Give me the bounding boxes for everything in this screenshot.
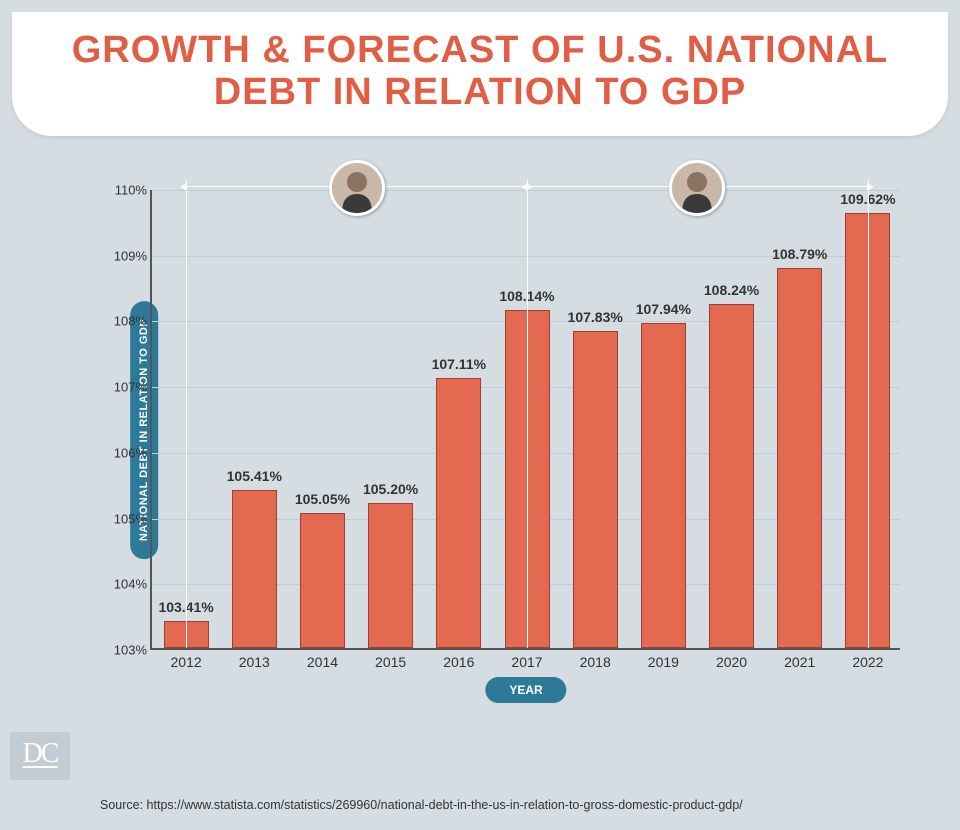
- term-divider: [527, 180, 528, 648]
- bar-value-label: 108.24%: [704, 282, 759, 298]
- x-tick: 2015: [375, 654, 406, 670]
- x-axis-label: YEAR: [485, 677, 566, 703]
- source-citation: Source: https://www.statista.com/statist…: [100, 798, 743, 812]
- y-tick: 105%: [102, 511, 147, 526]
- bar: [709, 304, 754, 648]
- bar: [436, 378, 481, 648]
- x-tick: 2022: [852, 654, 883, 670]
- x-tick: 2019: [648, 654, 679, 670]
- bar-value-label: 105.05%: [295, 491, 350, 507]
- x-tick: 2014: [307, 654, 338, 670]
- y-tick: 107%: [102, 380, 147, 395]
- x-tick: 2016: [443, 654, 474, 670]
- bar-value-label: 108.79%: [772, 246, 827, 262]
- bar-value-label: 107.83%: [568, 309, 623, 325]
- y-tick: 110%: [102, 183, 147, 198]
- bar: [368, 503, 413, 648]
- term-divider: [868, 180, 869, 648]
- trump-portrait: [669, 160, 725, 216]
- bar: [777, 268, 822, 648]
- x-tick: 2018: [580, 654, 611, 670]
- x-tick: 2021: [784, 654, 815, 670]
- x-tick: 2020: [716, 654, 747, 670]
- dc-logo: DC: [10, 732, 70, 780]
- y-tick: 106%: [102, 445, 147, 460]
- chart-area: NATIONAL DEBT IN RELATION TO GDP YEAR 10…: [90, 160, 910, 700]
- y-tick: 109%: [102, 248, 147, 263]
- bar: [300, 513, 345, 648]
- bar: [573, 331, 618, 648]
- y-tick: 104%: [102, 577, 147, 592]
- bar-value-label: 107.11%: [432, 356, 487, 372]
- bar-chart: YEAR 103%104%105%106%107%108%109%110%103…: [150, 190, 900, 650]
- bar-value-label: 107.94%: [636, 301, 691, 317]
- x-tick: 2012: [171, 654, 202, 670]
- chart-title: GROWTH & FORECAST OF U.S. NATIONAL DEBT …: [52, 30, 908, 114]
- bar: [232, 490, 277, 648]
- y-tick: 103%: [102, 643, 147, 658]
- title-banner: GROWTH & FORECAST OF U.S. NATIONAL DEBT …: [12, 12, 948, 136]
- x-tick: 2017: [511, 654, 542, 670]
- obama-portrait: [329, 160, 385, 216]
- bar-value-label: 105.20%: [363, 481, 418, 497]
- y-tick: 108%: [102, 314, 147, 329]
- bar-value-label: 105.41%: [227, 468, 282, 484]
- x-tick: 2013: [239, 654, 270, 670]
- bar: [641, 323, 686, 648]
- term-divider: [186, 180, 187, 648]
